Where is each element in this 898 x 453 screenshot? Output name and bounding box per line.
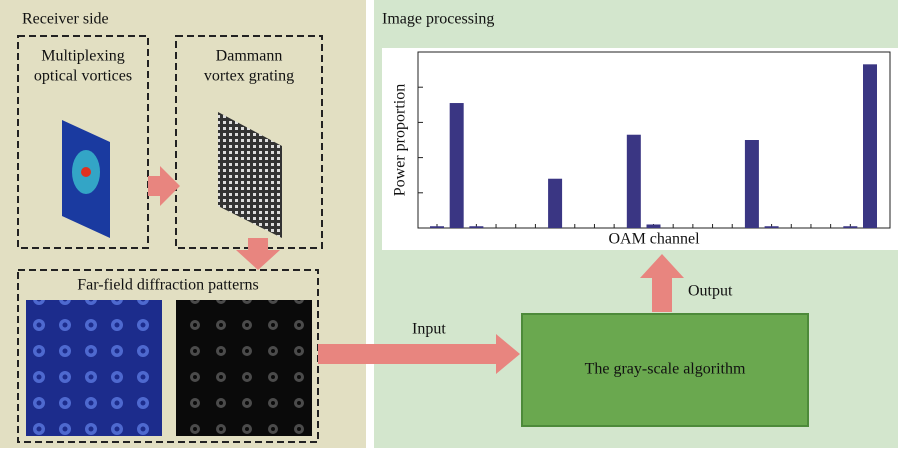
bar [469,226,483,228]
figure: Receiver side Image processing Multiplex… [0,0,898,448]
bar [843,226,857,228]
grating-label: Dammann [216,48,283,65]
source-label: Multiplexing [41,48,125,65]
x-axis-label: OAM channel [608,231,700,248]
bar [647,224,661,228]
bar [745,140,759,228]
input-label: Input [412,321,446,338]
pattern-image [176,300,312,436]
algorithm-label: The gray-scale algorithm [585,361,746,378]
bar [627,135,641,228]
bar [548,179,562,228]
processing-title: Image processing [382,11,494,28]
bar [765,226,779,228]
grating-label: vortex grating [204,68,294,85]
source-label: optical vortices [34,68,132,85]
vortex-core [81,167,91,177]
y-axis-label: Power proportion [392,84,409,196]
output-label: Output [688,283,733,300]
bar [450,103,464,228]
bar [863,64,877,228]
patterns-label: Far-field diffraction patterns [77,277,259,294]
bar [430,226,444,228]
receiver-title: Receiver side [22,11,109,28]
pattern-image [26,300,162,436]
